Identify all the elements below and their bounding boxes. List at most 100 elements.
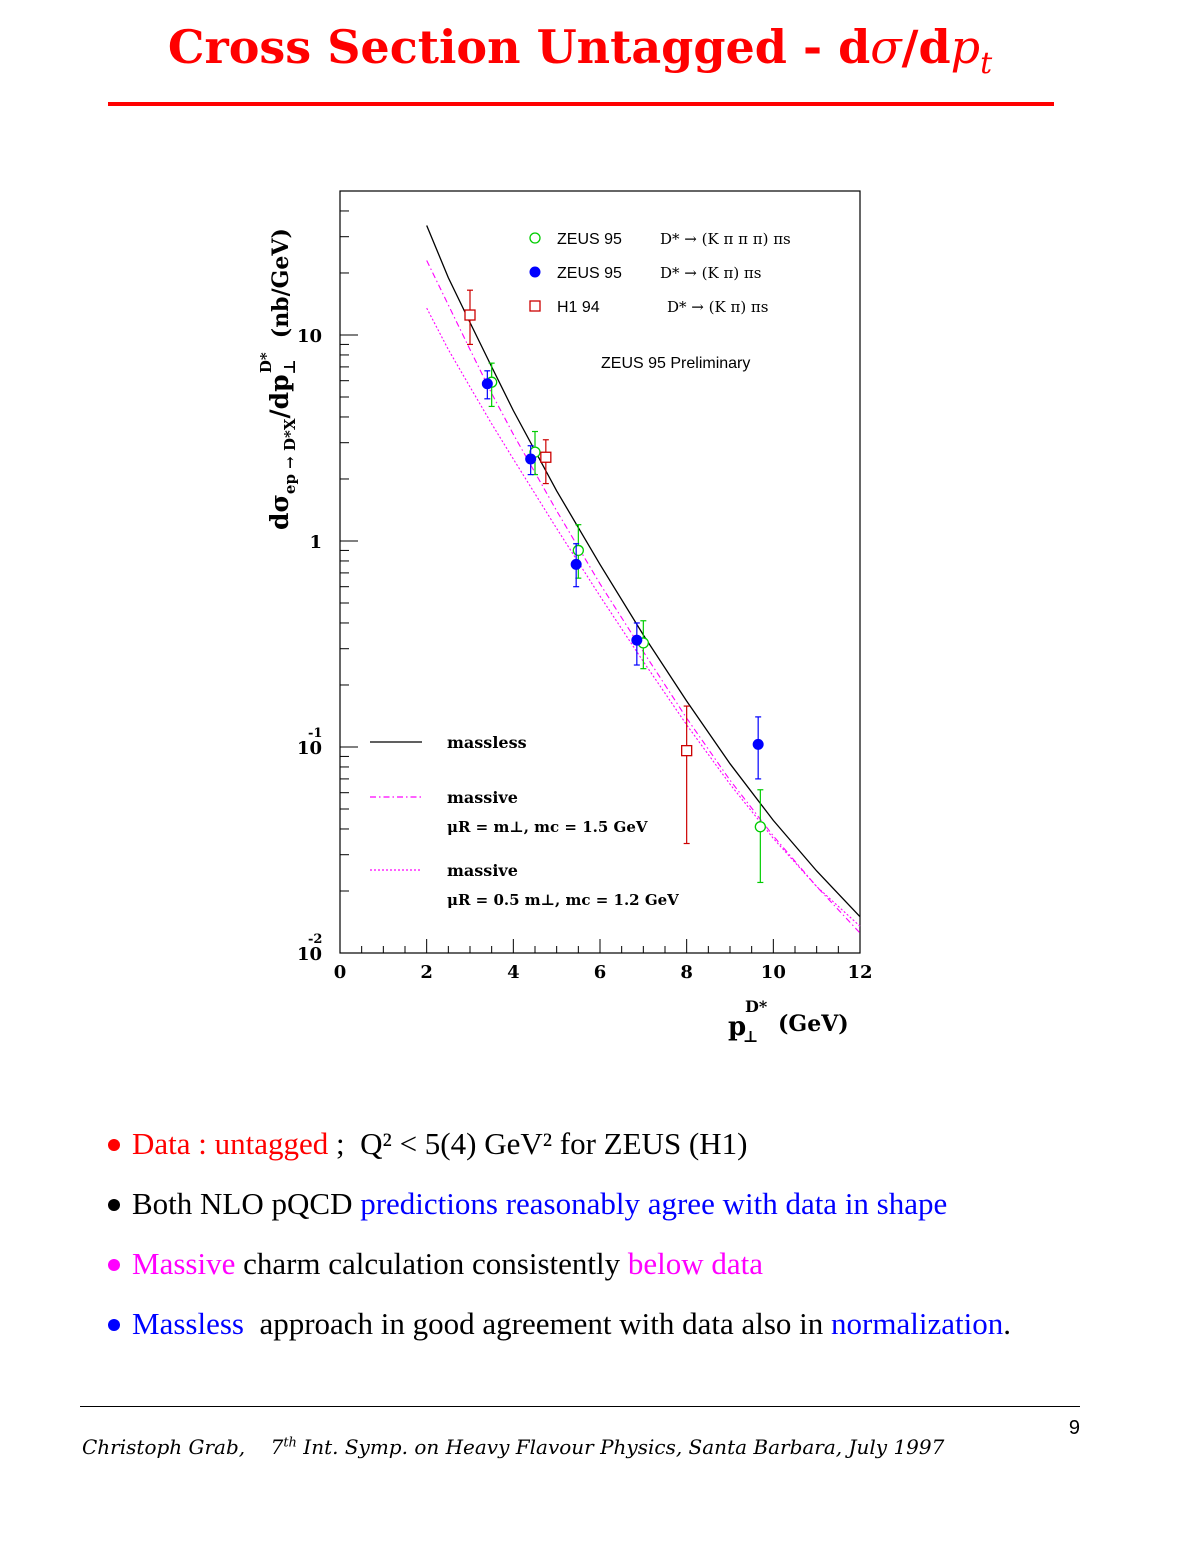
legend-curve-entry: massive μR = m⊥, mc = 1.5 GeV: [370, 788, 648, 836]
data-point: [525, 445, 537, 476]
y-label-part: /dp: [265, 374, 294, 418]
bullet-text: below data: [627, 1246, 764, 1281]
y-tick-label: 10-1: [297, 726, 323, 759]
bullet-text: Data :: [132, 1126, 215, 1161]
bullet-text: Massive: [132, 1246, 236, 1281]
data-point: [464, 289, 476, 346]
bullet-text: approach in good agreement with data als…: [243, 1306, 832, 1341]
y-tick-exponent: -2: [308, 932, 322, 947]
x-tick-label: 6: [594, 962, 607, 983]
data-point: [754, 789, 766, 884]
bullet-text: Massless: [132, 1306, 244, 1341]
open-square-marker: [529, 300, 541, 312]
legend-series-name: ZEUS 95: [557, 231, 622, 248]
filled-circle-marker: [481, 378, 493, 390]
y-tick-base: 10: [297, 326, 322, 347]
curve-solid: [426, 225, 861, 918]
data-point: [637, 620, 649, 670]
y-tick-base: 10: [297, 738, 322, 759]
bullet-text: .: [1003, 1306, 1011, 1341]
open-square-marker: [464, 309, 476, 321]
bullet-dot-icon: [108, 1138, 120, 1151]
legend-series-name: H1 94: [557, 299, 600, 316]
legend-curve-params: μR = 0.5 m⊥, mc = 1.2 GeV: [447, 891, 679, 909]
open-circle-marker: [754, 821, 766, 833]
curve-dashdot: [426, 260, 861, 934]
legend-series-name: ZEUS 95: [557, 265, 622, 282]
data-point: [631, 622, 643, 666]
legend-curve-entry: massless: [370, 733, 527, 752]
page-title: Cross Section Untagged - dσ/dpt: [167, 20, 993, 82]
data-point: [540, 439, 552, 485]
x-label-main: p: [728, 1012, 746, 1042]
filled-circle-marker: [631, 634, 643, 646]
x-tick-label: 0: [334, 962, 347, 983]
x-tick-label: 2: [420, 962, 433, 983]
data-point: [481, 370, 493, 400]
open-circle-marker: [572, 544, 584, 557]
x-tick-label: 10: [761, 962, 786, 983]
title-underline: [108, 102, 1054, 106]
legend-curve-name: massless: [447, 733, 527, 752]
x-label-superscript: D*: [745, 997, 768, 1016]
y-label-part: dσ: [265, 494, 294, 530]
data-point: [570, 543, 582, 588]
x-tick-label: 8: [680, 962, 693, 983]
y-tick-base: 1: [309, 532, 322, 553]
legend-curve-entry: massive μR = 0.5 m⊥, mc = 1.2 GeV: [370, 861, 679, 909]
filled-circle-marker: [525, 453, 537, 465]
y-tick-label: 1: [309, 532, 322, 553]
x-label-unit: (GeV): [778, 1011, 849, 1037]
footer-rule: [80, 1406, 1080, 1407]
y-tick-base: 10: [297, 944, 322, 965]
legend-marker-entry: H1 94 D* → (K π) πs: [529, 298, 769, 316]
legend-curve-name: massive: [447, 788, 518, 807]
page-number: 9: [1068, 1417, 1080, 1439]
plot-frame: [339, 190, 861, 954]
legend-decay-channel: D* → (K π π π) πs: [660, 230, 791, 248]
bullet-text: normalization: [831, 1306, 1004, 1341]
bullet-item: Massive charm calculation consistently b…: [108, 1244, 1168, 1304]
data-point: [529, 430, 541, 476]
y-label-part: ep → D*X: [281, 418, 299, 494]
bullet-list: Data : untagged ; Q² < 5(4) GeV² for ZEU…: [108, 1124, 1168, 1364]
y-tick-label: 10-2: [297, 932, 323, 965]
bullet-text: predictions reasonably agree with data i…: [360, 1186, 948, 1221]
x-tick-label: 4: [507, 962, 520, 983]
bullet-item: Both NLO pQCD predictions reasonably agr…: [108, 1184, 1168, 1244]
footer-citation: Christoph Grab, 7th Int. Symp. on Heavy …: [82, 1435, 945, 1459]
legend-curve-name: massive: [447, 861, 518, 880]
bullet-text: Both NLO pQCD: [132, 1186, 361, 1221]
open-square-marker: [540, 451, 552, 463]
y-label-part: ⊥: [280, 359, 299, 374]
y-tick-exponent: -1: [308, 726, 322, 741]
open-square-marker: [681, 744, 693, 757]
bullet-dot-icon: [108, 1318, 120, 1331]
bullet-item: Massless approach in good agreement with…: [108, 1304, 1168, 1364]
filled-circle-marker: [529, 266, 541, 278]
curve-dotted: [426, 307, 861, 927]
y-label-part: D*: [257, 352, 275, 373]
filled-circle-marker: [570, 558, 582, 570]
data-point: [681, 705, 693, 845]
legend-marker-entry: ZEUS 95 D* → (K π) πs: [529, 264, 762, 282]
legend-curve-params: μR = m⊥, mc = 1.5 GeV: [447, 818, 648, 836]
bullet-dot-icon: [108, 1198, 120, 1211]
y-label-text: dσep → D*X/dp⊥ D* (nb/GeV): [257, 228, 299, 530]
x-label-subscript: ⊥: [743, 1027, 758, 1046]
x-tick-label: 12: [847, 962, 872, 983]
bullet-text: charm calculation consistently: [235, 1246, 628, 1281]
y-tick-label: 10: [297, 326, 322, 347]
bullet-text: ; Q² < 5(4) GeV² for ZEUS (H1): [328, 1126, 748, 1161]
filled-circle-marker: [752, 738, 764, 750]
y-label-part: (nb/GeV): [268, 228, 294, 338]
open-circle-marker: [529, 232, 541, 244]
legend-decay-channel: D* → (K π) πs: [667, 298, 769, 316]
x-axis-label: p⊥ D* (GeV): [728, 997, 849, 1046]
legend-decay-channel: D* → (K π) πs: [660, 264, 762, 282]
legend-marker-entry: ZEUS 95 D* → (K π π π) πs: [529, 230, 791, 248]
bullet-item: Data : untagged ; Q² < 5(4) GeV² for ZEU…: [108, 1124, 1168, 1184]
bullet-text: untagged: [214, 1126, 329, 1161]
bullet-dot-icon: [108, 1258, 120, 1271]
